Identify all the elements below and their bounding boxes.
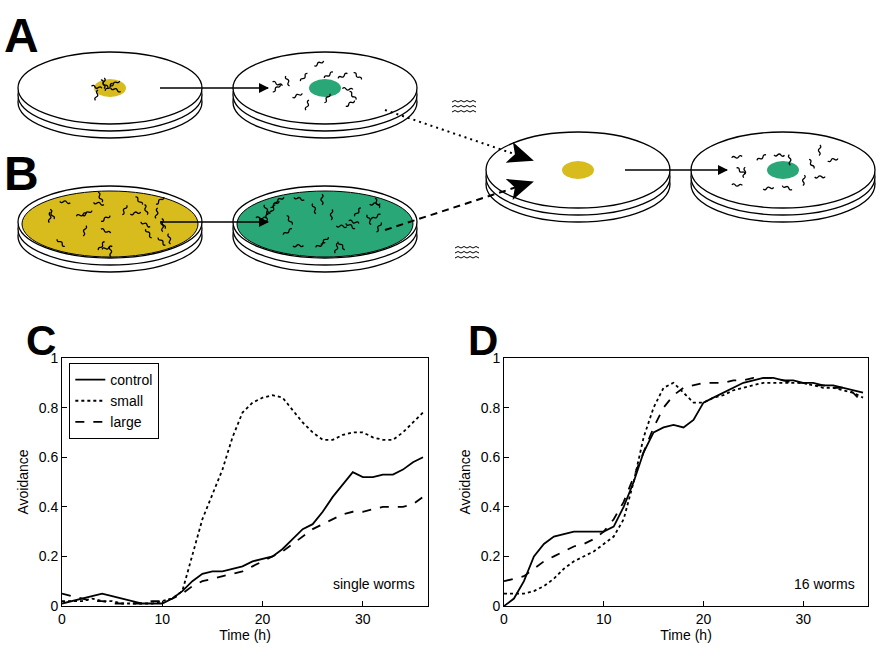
svg-text:0.8: 0.8: [481, 400, 501, 416]
svg-text:0.4: 0.4: [39, 499, 59, 515]
svg-text:large: large: [110, 414, 141, 430]
svg-text:0.4: 0.4: [481, 499, 501, 515]
svg-text:20: 20: [255, 611, 271, 627]
svg-text:small: small: [110, 393, 143, 409]
svg-text:single worms: single worms: [333, 576, 415, 592]
svg-text:20: 20: [696, 611, 712, 627]
svg-text:C: C: [26, 318, 56, 364]
svg-text:0: 0: [500, 611, 508, 627]
svg-text:0: 0: [492, 598, 500, 614]
svg-text:B: B: [4, 147, 39, 200]
svg-text:16 worms: 16 worms: [794, 576, 855, 592]
svg-text:0.2: 0.2: [481, 548, 501, 564]
svg-text:1: 1: [492, 350, 500, 366]
svg-text:10: 10: [154, 611, 170, 627]
svg-text:30: 30: [795, 611, 811, 627]
svg-text:10: 10: [596, 611, 612, 627]
svg-text:Time (h): Time (h): [660, 627, 712, 643]
svg-text:0: 0: [58, 611, 66, 627]
svg-text:D: D: [468, 318, 498, 364]
svg-text:30: 30: [355, 611, 371, 627]
svg-text:0.2: 0.2: [39, 548, 59, 564]
svg-text:0.8: 0.8: [39, 400, 59, 416]
svg-text:control: control: [110, 372, 152, 388]
svg-text:Avoidance: Avoidance: [15, 449, 31, 514]
svg-text:0: 0: [50, 598, 58, 614]
svg-text:A: A: [4, 9, 39, 62]
svg-text:1: 1: [50, 350, 58, 366]
svg-text:Time (h): Time (h): [219, 627, 271, 643]
svg-text:Avoidance: Avoidance: [457, 449, 473, 514]
svg-text:0.6: 0.6: [39, 449, 59, 465]
svg-text:0.6: 0.6: [481, 449, 501, 465]
